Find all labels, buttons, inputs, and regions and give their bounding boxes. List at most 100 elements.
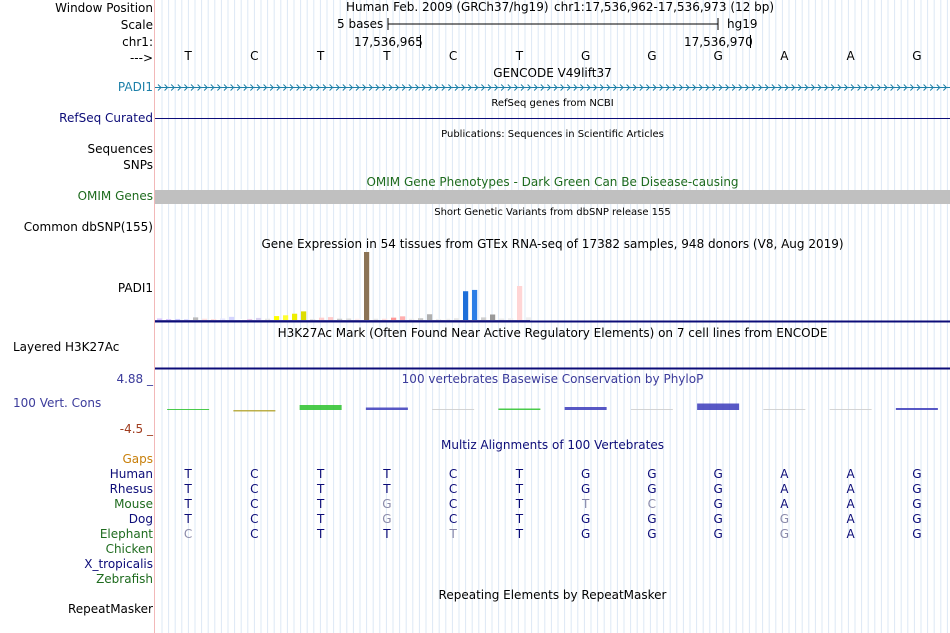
assembly-label: Human Feb. 2009 (GRCh37/hg19) <box>346 0 549 14</box>
gencode-label[interactable]: PADI1 <box>117 80 153 94</box>
sequence-base: C <box>250 49 259 63</box>
gtex-tissue-bar <box>463 291 469 320</box>
gtex-tissue-bar <box>157 318 163 320</box>
gtex-tissue-bar <box>166 319 172 320</box>
h3k27ac-label[interactable]: Layered H3K27Ac <box>13 340 120 354</box>
refseq-track-title[interactable]: RefSeq genes from NCBI <box>491 98 614 109</box>
gencode-strand-chevron <box>883 84 888 91</box>
h3k27ac-track-title[interactable]: H3K27Ac Mark (Often Found Near Active Re… <box>277 326 828 340</box>
gtex-label[interactable]: PADI1 <box>117 281 153 295</box>
gencode-strand-chevron <box>309 84 314 91</box>
multiz-gaps-label[interactable]: Gaps <box>122 452 153 466</box>
gencode-strand-chevron <box>923 84 928 91</box>
multiz-base: A <box>780 467 789 481</box>
gencode-strand-chevron <box>382 84 387 91</box>
gtex-tissue-bar <box>328 317 334 320</box>
multiz-base: G <box>713 512 723 526</box>
gtex-tissue-bar <box>382 318 388 320</box>
gencode-strand-chevron <box>362 84 367 91</box>
gencode-strand-chevron <box>910 84 915 91</box>
gencode-strand-chevron <box>797 84 802 91</box>
repeatmasker-track-title[interactable]: Repeating Elements by RepeatMasker <box>438 588 667 602</box>
gencode-strand-chevron <box>778 84 783 91</box>
multiz-base: T <box>383 527 391 541</box>
phylop-score-bar <box>167 409 210 410</box>
dbsnp-label[interactable]: Common dbSNP(155) <box>23 220 153 234</box>
multiz-base: G <box>713 527 723 541</box>
multiz-track-title[interactable]: Multiz Alignments of 100 Vertebrates <box>440 438 665 452</box>
gtex-tissue-bar <box>283 315 289 320</box>
gencode-track-title[interactable]: GENCODE V49lift37 <box>493 66 612 80</box>
gencode-strand-chevron <box>540 84 545 91</box>
gencode-strand-chevron <box>302 84 307 91</box>
multiz-base: C <box>250 512 259 526</box>
multiz-species-label[interactable]: Dog <box>128 512 153 526</box>
multiz-species-label[interactable]: Chicken <box>105 542 153 556</box>
gencode-strand-chevron <box>256 84 261 91</box>
gencode-strand-chevron <box>296 84 301 91</box>
refseq-label[interactable]: RefSeq Curated <box>59 111 153 125</box>
multiz-base: G <box>382 512 392 526</box>
gtex-tissue-bar <box>337 318 343 320</box>
multiz-base: G <box>647 527 657 541</box>
gencode-strand-chevron <box>830 84 835 91</box>
multiz-species-label[interactable]: Human <box>109 467 153 481</box>
gtex-tissue-bar <box>238 319 244 320</box>
phylop-max-label: 4.88 _ <box>116 372 153 386</box>
gencode-strand-chevron <box>857 84 862 91</box>
sequence-base: C <box>448 49 458 63</box>
multiz-base: G <box>912 482 922 496</box>
gencode-strand-chevron <box>474 84 479 91</box>
multiz-base: T <box>515 512 524 526</box>
multiz-base: T <box>581 497 590 511</box>
multiz-base: C <box>250 527 259 541</box>
gencode-strand-chevron <box>388 84 393 91</box>
gencode-strand-chevron <box>236 84 241 91</box>
gtex-tissue-bar <box>175 318 181 320</box>
gencode-strand-chevron <box>197 84 202 91</box>
phylop-track-title[interactable]: 100 vertebrates Basewise Conservation by… <box>401 372 704 386</box>
multiz-species-label[interactable]: Zebrafish <box>96 572 153 586</box>
gencode-strand-chevron <box>659 84 664 91</box>
multiz-base: T <box>449 527 457 541</box>
multiz-species-label[interactable]: Elephant <box>99 527 153 541</box>
gencode-strand-chevron <box>401 84 406 91</box>
gencode-strand-chevron <box>771 84 776 91</box>
phylop-score-bar <box>895 408 938 410</box>
gencode-strand-chevron <box>467 84 472 91</box>
publications-track-title[interactable]: Publications: Sequences in Scientific Ar… <box>441 129 664 140</box>
gencode-strand-chevron <box>764 84 769 91</box>
gencode-strand-chevron <box>481 84 486 91</box>
multiz-base: C <box>250 482 259 496</box>
omim-label[interactable]: OMIM Genes <box>77 189 153 203</box>
gencode-strand-chevron <box>190 84 195 91</box>
multiz-species-label[interactable]: Mouse <box>114 497 153 511</box>
multiz-base: A <box>846 512 855 526</box>
gtex-tissue-bar <box>418 318 424 320</box>
gencode-strand-chevron <box>936 84 941 91</box>
gencode-strand-chevron <box>844 84 849 91</box>
repeatmasker-label[interactable]: RepeatMasker <box>67 602 153 616</box>
multiz-species-label[interactable]: Rhesus <box>109 482 153 496</box>
gtex-tissue-bar <box>427 314 433 320</box>
gencode-strand-chevron <box>316 84 321 91</box>
gtex-track-title[interactable]: Gene Expression in 54 tissues from GTEx … <box>261 237 844 251</box>
gencode-strand-chevron <box>514 84 519 91</box>
publications-label-sequences[interactable]: Sequences <box>87 142 153 156</box>
multiz-base: T <box>316 512 325 526</box>
multiz-base: T <box>515 527 524 541</box>
phylop-score-bar <box>299 405 342 410</box>
phylop-label[interactable]: 100 Vert. Cons <box>13 396 102 410</box>
multiz-base: A <box>846 527 855 541</box>
gencode-strand-chevron <box>890 84 895 91</box>
gtex-tissue-bar <box>310 318 316 320</box>
multiz-base: T <box>515 467 524 481</box>
omim-track-title[interactable]: OMIM Gene Phenotypes - Dark Green Can Be… <box>366 175 739 189</box>
gtex-tissue-bar <box>409 318 415 320</box>
dbsnp-track-title[interactable]: Short Genetic Variants from dbSNP releas… <box>434 207 671 218</box>
multiz-species-label[interactable]: X_tropicalis <box>84 557 153 571</box>
publications-label-snps[interactable]: SNPs <box>123 158 153 172</box>
strand-arrow-label[interactable]: ---> <box>129 51 153 65</box>
